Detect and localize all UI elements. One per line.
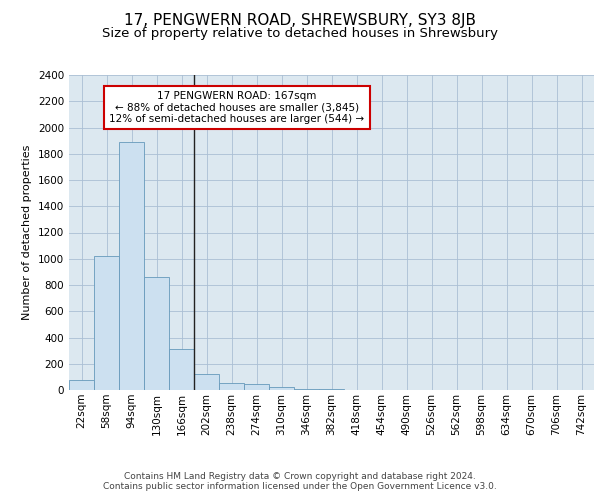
Bar — [144, 277, 169, 390]
Text: Contains HM Land Registry data © Crown copyright and database right 2024.: Contains HM Land Registry data © Crown c… — [124, 472, 476, 481]
Text: 17, PENGWERN ROAD, SHREWSBURY, SY3 8JB: 17, PENGWERN ROAD, SHREWSBURY, SY3 8JB — [124, 12, 476, 28]
Y-axis label: Number of detached properties: Number of detached properties — [22, 145, 32, 320]
Text: Size of property relative to detached houses in Shrewsbury: Size of property relative to detached ho… — [102, 28, 498, 40]
Bar — [219, 383, 244, 390]
Bar — [169, 348, 194, 390]
Text: 17 PENGWERN ROAD: 167sqm
← 88% of detached houses are smaller (3,845)
12% of sem: 17 PENGWERN ROAD: 167sqm ← 88% of detach… — [109, 91, 365, 124]
Bar — [94, 256, 119, 390]
Bar — [69, 380, 94, 390]
Bar — [194, 374, 219, 390]
Bar — [294, 388, 319, 390]
Bar — [119, 142, 144, 390]
Text: Contains public sector information licensed under the Open Government Licence v3: Contains public sector information licen… — [103, 482, 497, 491]
Bar — [244, 384, 269, 390]
Bar — [269, 386, 294, 390]
